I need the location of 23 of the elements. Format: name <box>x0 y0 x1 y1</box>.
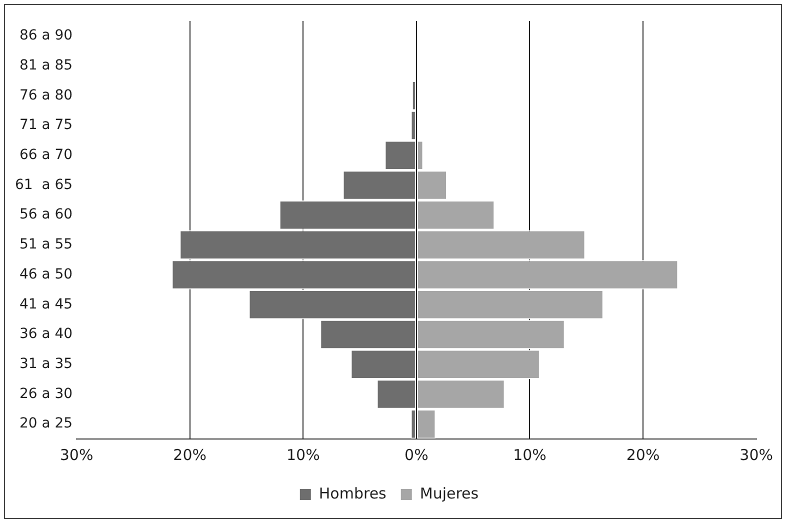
y-tick-label: 41 a 45 <box>19 296 73 312</box>
x-tick-label: 20% <box>173 446 207 464</box>
y-tick-label: 66 a 70 <box>19 147 73 163</box>
x-tick-label: 30% <box>740 446 773 464</box>
x-tick-label: 10% <box>513 446 546 464</box>
legend-label: Hombres <box>318 484 387 502</box>
y-tick-label: 51 a 55 <box>19 236 73 253</box>
y-tick-label: 56 a 60 <box>19 206 73 223</box>
x-tick-label: 0% <box>404 446 428 464</box>
y-tick-label: 26 a 30 <box>19 386 73 402</box>
y-tick-label: 36 a 40 <box>19 326 73 342</box>
y-tick-label: 46 a 50 <box>19 266 73 282</box>
y-tick-label: 31 a 35 <box>19 356 73 372</box>
y-tick-label: 81 a 85 <box>19 57 73 74</box>
x-tick-label: 30% <box>60 446 94 464</box>
x-tick-label: 10% <box>286 446 320 464</box>
x-tick-label: 20% <box>626 446 660 464</box>
y-tick-label: 20 a 25 <box>19 416 73 432</box>
y-tick-label: 76 a 80 <box>19 87 73 104</box>
y-tick-label: 71 a 75 <box>19 117 73 134</box>
legend-label: Mujeres <box>420 484 479 502</box>
y-tick-label: 61 a 65 <box>14 176 73 193</box>
y-tick-label: 86 a 90 <box>19 28 73 44</box>
